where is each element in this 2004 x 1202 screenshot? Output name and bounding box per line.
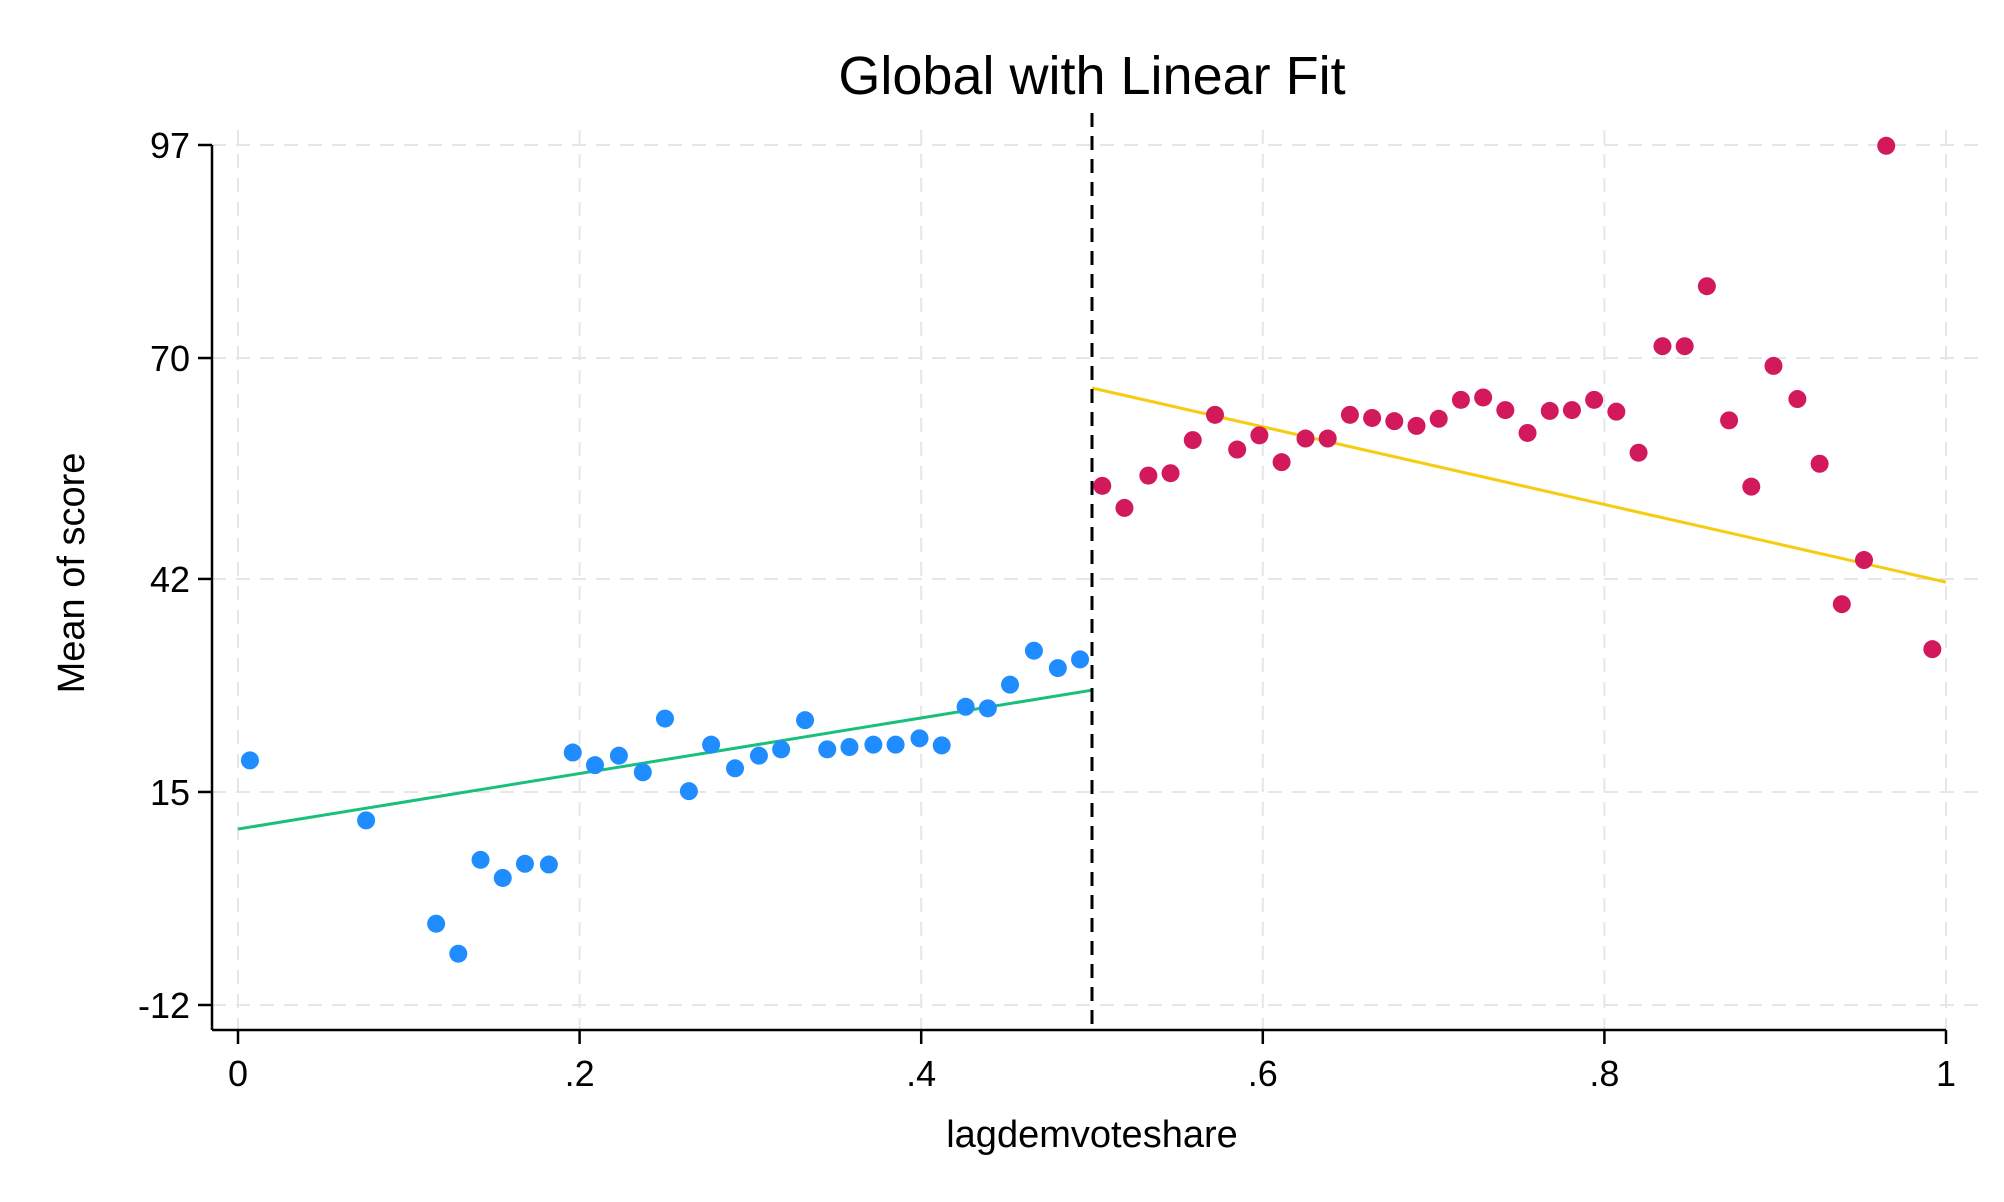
right-data-point xyxy=(1518,423,1537,442)
left-data-point xyxy=(633,763,652,782)
right-data-point xyxy=(1318,429,1337,448)
right-fit-line xyxy=(1091,386,1947,584)
left-data-point xyxy=(910,729,929,748)
right-data-point xyxy=(1296,429,1315,448)
right-data-point xyxy=(1474,388,1493,407)
axes: 0 .2 .4 .6 .8 1 -12 15 42 70 97 xyxy=(138,125,1956,1094)
y-axis-title: Mean of score xyxy=(51,453,93,694)
y-tick-label: 15 xyxy=(150,772,190,813)
right-data-point xyxy=(1093,476,1112,495)
right-data-point xyxy=(1407,416,1426,435)
right-data-point xyxy=(1810,454,1829,473)
fit-lines xyxy=(237,386,1947,831)
left-data-point xyxy=(679,782,698,801)
left-data-point xyxy=(656,709,674,728)
right-data-point xyxy=(1363,408,1382,427)
left-data-point xyxy=(1001,675,1020,694)
right-data-point xyxy=(1115,498,1134,517)
left-data-point xyxy=(427,914,446,933)
left-data-point xyxy=(932,736,951,755)
right-data-point xyxy=(1228,440,1247,459)
x-tick-label: .8 xyxy=(1589,1053,1619,1094)
right-data-point xyxy=(1697,277,1716,296)
right-data-point xyxy=(1788,390,1807,409)
x-tick-label: .2 xyxy=(565,1053,595,1094)
right-data-point xyxy=(1855,551,1874,570)
left-data-point xyxy=(471,850,490,869)
right-data-point xyxy=(1183,431,1202,450)
right-data-point xyxy=(1585,390,1604,409)
left-data-point xyxy=(726,759,745,778)
right-data-point xyxy=(1429,409,1448,428)
x-tick-label: 0 xyxy=(228,1053,248,1094)
left-data-point xyxy=(956,697,975,716)
right-data-point xyxy=(1629,443,1648,462)
left-data-point xyxy=(840,738,859,756)
left-data-point xyxy=(585,756,604,775)
left-data-point xyxy=(818,740,837,759)
left-data-point xyxy=(493,868,512,887)
left-data-point xyxy=(539,855,558,874)
x-tick-label: .6 xyxy=(1248,1053,1278,1094)
left-data-point xyxy=(1024,641,1043,660)
right-data-point xyxy=(1540,401,1559,420)
left-data-point xyxy=(515,854,534,873)
right-data-point xyxy=(1496,401,1515,420)
left-data-point xyxy=(449,944,468,963)
right-data-point xyxy=(1161,464,1180,483)
y-tick-label: 70 xyxy=(150,338,190,379)
right-data-point xyxy=(1385,412,1404,431)
left-fit-line xyxy=(237,688,1093,831)
y-tick-label: -12 xyxy=(138,985,190,1026)
right-data-point xyxy=(1562,401,1581,420)
right-data-point xyxy=(1451,390,1470,409)
x-tick-label: .4 xyxy=(906,1053,936,1094)
right-data-point xyxy=(1877,136,1896,155)
right-data-point xyxy=(1250,426,1269,445)
right-data-point xyxy=(1205,405,1224,424)
x-tick-label: 1 xyxy=(1936,1053,1956,1094)
left-data-point xyxy=(772,740,791,759)
right-data-point xyxy=(1272,453,1291,472)
left-data-point xyxy=(886,735,905,754)
chart-title: Global with Linear Fit xyxy=(838,46,1345,106)
left-data-point xyxy=(1048,659,1067,678)
right-data-point xyxy=(1653,337,1672,356)
y-tick-label: 97 xyxy=(150,125,190,166)
right-data-point xyxy=(1832,595,1851,614)
right-data-point xyxy=(1139,466,1158,485)
left-data-point xyxy=(563,743,582,762)
left-data-point xyxy=(978,699,997,718)
left-data-point xyxy=(357,811,376,830)
left-data-point xyxy=(864,735,883,754)
right-data-point xyxy=(1764,356,1783,375)
right-data-point xyxy=(1675,337,1694,356)
y-tick-label: 42 xyxy=(150,559,190,600)
right-data-point xyxy=(1607,402,1626,421)
data-points xyxy=(240,136,1942,963)
right-data-point xyxy=(1742,477,1761,496)
grid-lines xyxy=(212,130,1978,1030)
right-data-point xyxy=(1340,405,1359,424)
right-data-point xyxy=(1720,411,1739,430)
x-axis-title: lagdemvoteshare xyxy=(946,1114,1238,1156)
left-data-point xyxy=(796,711,815,730)
left-data-point xyxy=(1071,650,1090,669)
right-data-point xyxy=(1923,640,1942,659)
left-data-point xyxy=(240,751,259,770)
left-data-point xyxy=(749,746,768,765)
left-data-point xyxy=(609,746,628,765)
left-data-point xyxy=(702,735,721,754)
